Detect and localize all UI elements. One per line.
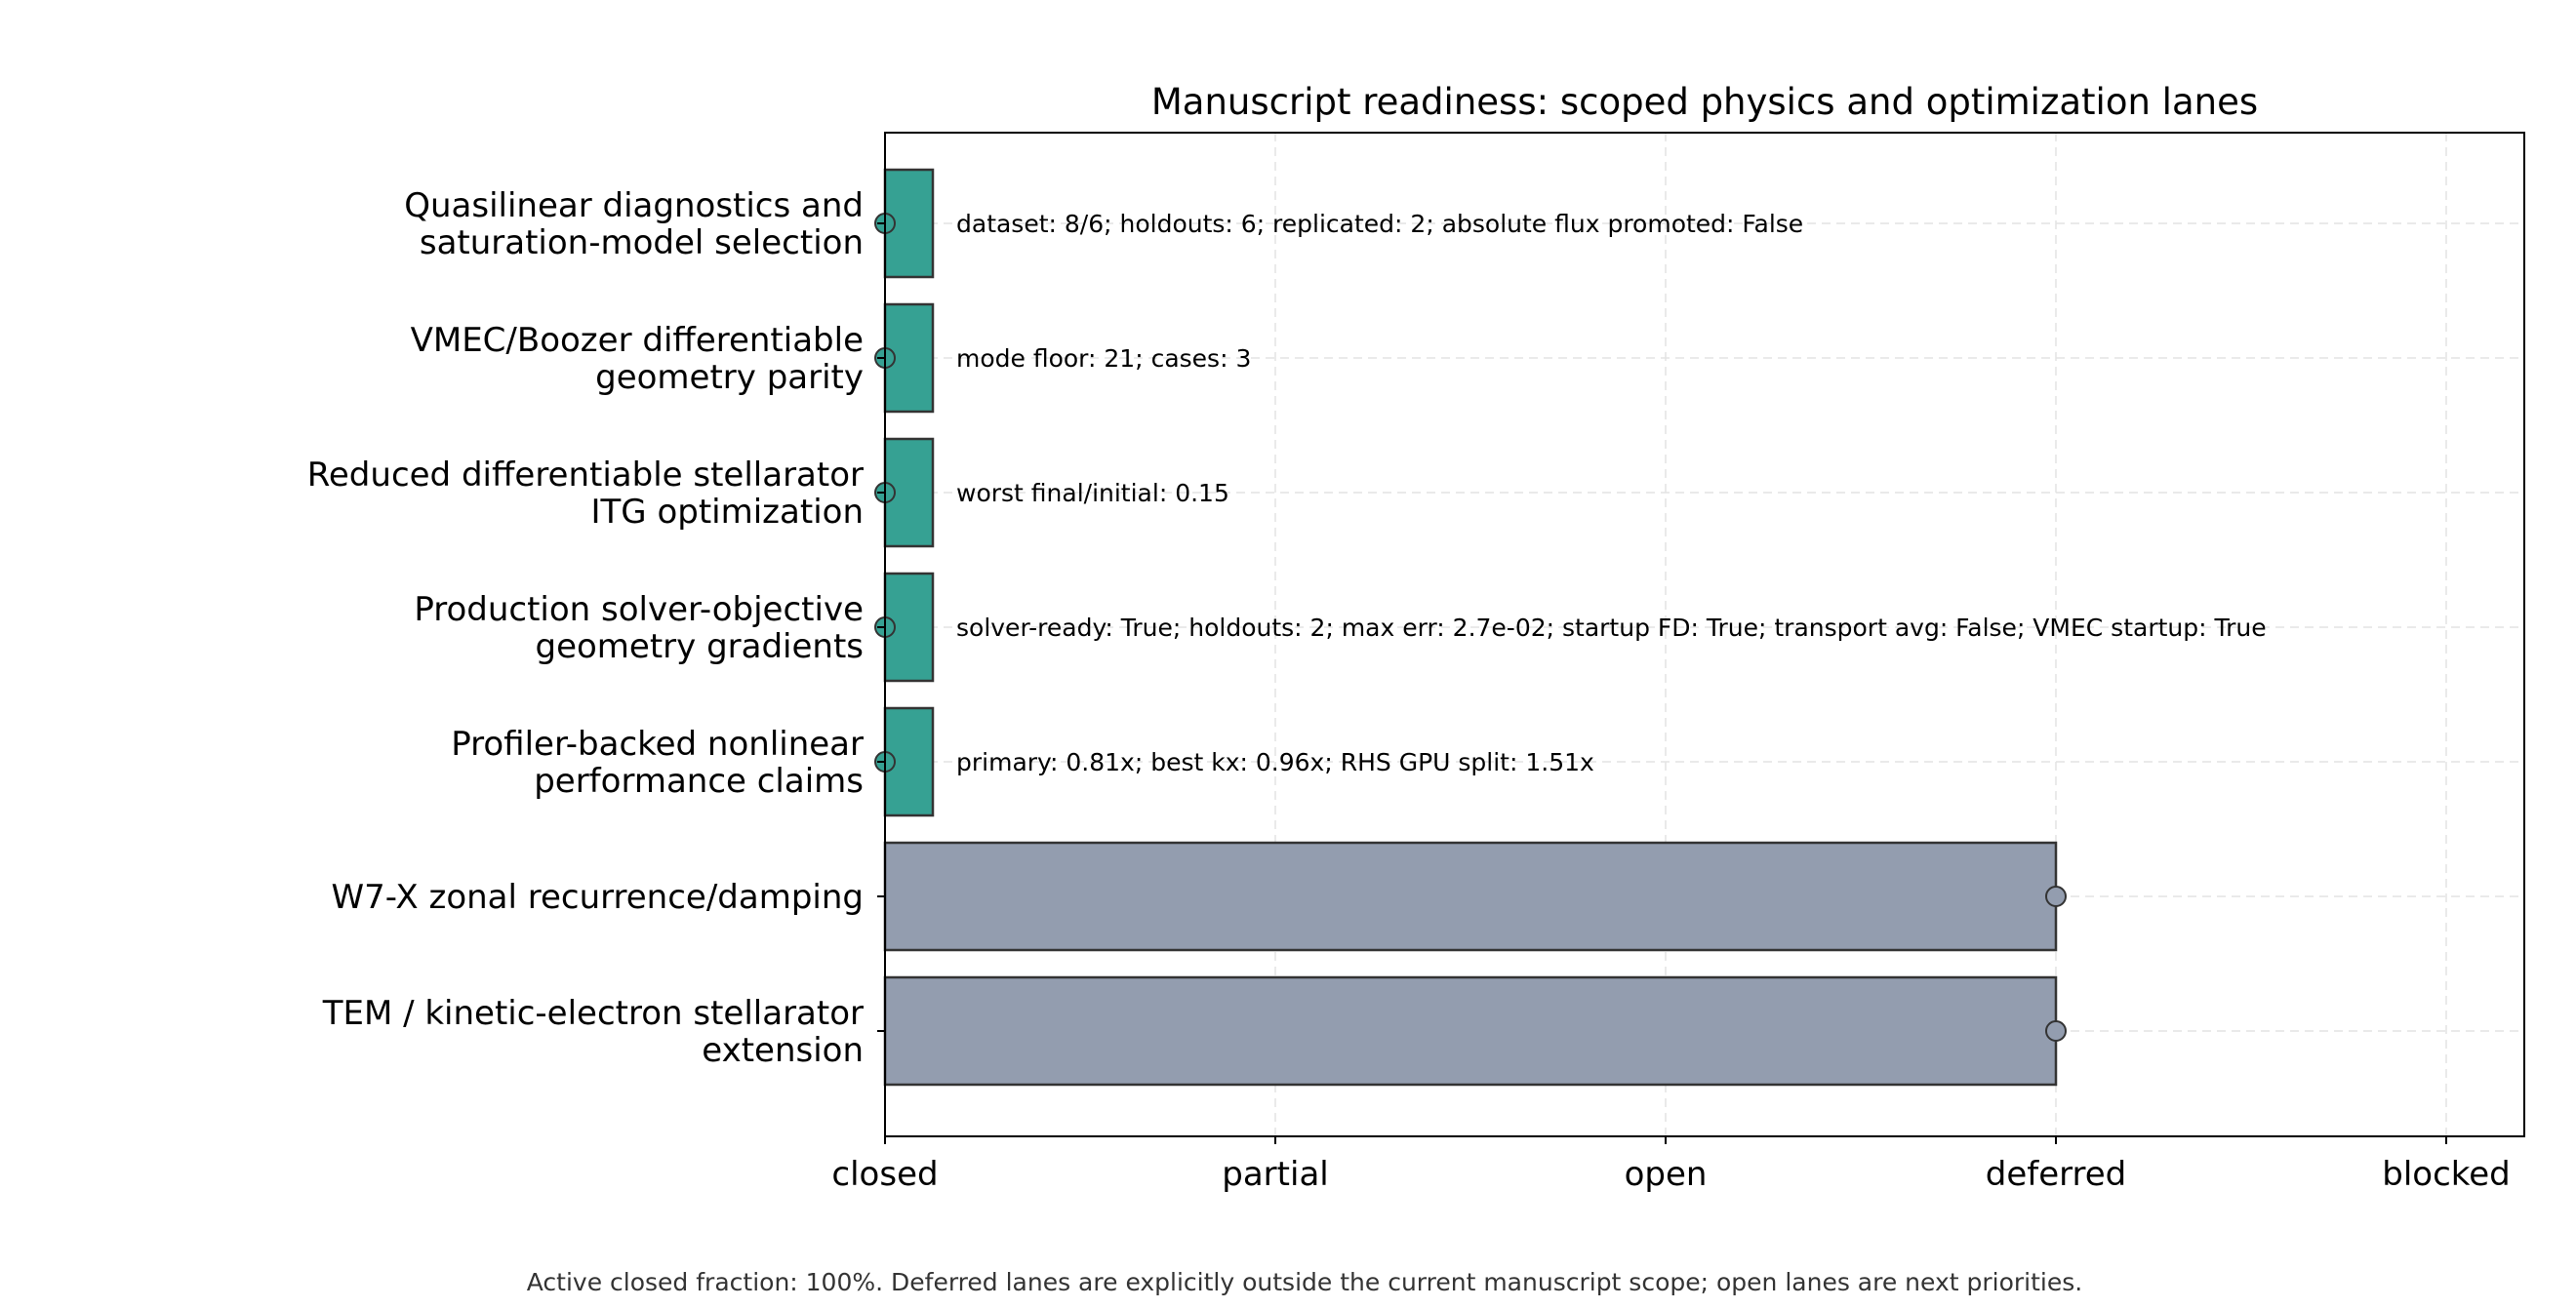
bar-annotation-4: primary: 0.81x; best kx: 0.96x; RHS GPU … — [956, 748, 1594, 776]
bar-annotation-3: solver-ready: True; holdouts: 2; max err… — [956, 614, 2267, 642]
bar-annotation-1: mode floor: 21; cases: 3 — [956, 344, 1251, 373]
plot-frame — [884, 132, 2525, 1137]
bar-deferred-6 — [883, 975, 2058, 1087]
category-label-6-line-0: TEM / kinetic-electron stellarator — [322, 994, 864, 1033]
category-label-3-line-0: Production solver-objective — [414, 590, 864, 629]
status-marker-6 — [2045, 1020, 2067, 1042]
category-label-5-line-0: W7-X zonal recurrence/damping — [332, 878, 864, 917]
x-tick-label-closed: closed — [831, 1155, 938, 1194]
category-labels: Quasilinear diagnostics andsaturation-mo… — [307, 186, 864, 1070]
x-tick-label-open: open — [1625, 1155, 1708, 1194]
category-label-4-line-1: performance claims — [534, 762, 864, 801]
category-label-2-line-0: Reduced differentiable stellarator — [307, 456, 864, 495]
status-marker-5 — [2045, 886, 2067, 907]
category-label-1-line-0: VMEC/Boozer differentiable — [411, 321, 864, 360]
bar-annotation-2: worst final/initial: 0.15 — [956, 479, 1229, 507]
category-label-6-line-1: extension — [702, 1031, 864, 1070]
annotation-layer: dataset: 8/6; holdouts: 6; replicated: 2… — [956, 210, 2267, 776]
footnote: Active closed fraction: 100%. Deferred l… — [527, 1268, 2082, 1296]
category-label-1-line-1: geometry parity — [595, 358, 864, 397]
tick-layer: closed partial open deferred blocked — [831, 222, 2511, 1194]
x-tick-label-partial: partial — [1222, 1155, 1328, 1194]
bar-deferred-5 — [883, 841, 2058, 952]
chart-title: Manuscript readiness: scoped physics and… — [1151, 81, 2258, 123]
marker-layer — [874, 213, 2067, 1042]
x-tick-label-blocked: blocked — [2382, 1155, 2511, 1194]
category-label-2-line-1: ITG optimization — [591, 493, 865, 532]
x-tick-label-deferred: deferred — [1986, 1155, 2127, 1194]
bar-annotation-0: dataset: 8/6; holdouts: 6; replicated: 2… — [956, 210, 1803, 238]
category-label-0-line-1: saturation-model selection — [420, 223, 864, 262]
category-label-4-line-0: Profiler-backed nonlinear — [451, 725, 864, 764]
category-label-3-line-1: geometry gradients — [535, 627, 864, 666]
category-label-0-line-0: Quasilinear diagnostics and — [404, 186, 864, 225]
